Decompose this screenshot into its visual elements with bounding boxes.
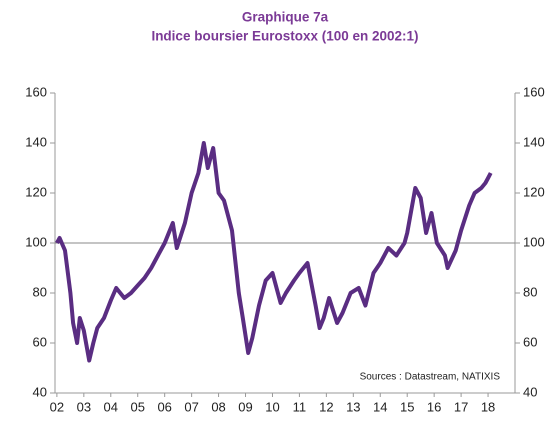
x-tick-label: 06 [157,399,171,414]
x-tick-label: 08 [211,399,225,414]
y2-tick-label: 80 [523,284,537,299]
x-tick-label: 03 [77,399,91,414]
x-tick-label: 09 [238,399,252,414]
line-series [55,141,493,363]
y-tick-label: 120 [25,184,47,199]
y-tick-label: 40 [33,384,47,399]
y-tick-label: 160 [25,84,47,99]
chart-title: Graphique 7a [242,10,329,25]
y2-tick-label: 160 [523,84,545,99]
y-tick-label: 60 [33,334,47,349]
y-tick-label: 100 [25,234,47,249]
x-tick-label: 07 [184,399,198,414]
x-tick-label: 02 [50,399,64,414]
y-tick-label: 80 [33,284,47,299]
x-tick-label: 04 [104,399,118,414]
y-tick-label: 140 [25,134,47,149]
x-tick-label: 14 [373,399,387,414]
chart-subtitle: Indice boursier Eurostoxx (100 en 2002:1… [151,29,418,44]
x-tick-label: 05 [130,399,144,414]
y2-tick-label: 100 [523,234,545,249]
x-tick-label: 18 [481,399,495,414]
y2-tick-label: 140 [523,134,545,149]
y2-tick-label: 120 [523,184,545,199]
y2-tick-label: 40 [523,384,537,399]
x-tick-label: 17 [454,399,468,414]
x-tick-label: 12 [319,399,333,414]
x-tick-label: 10 [265,399,279,414]
x-tick-label: 13 [346,399,360,414]
source-note: Sources : Datastream, NATIXIS [360,372,501,383]
y2-tick-label: 60 [523,334,537,349]
x-tick-label: 15 [400,399,414,414]
x-tick-label: 16 [427,399,441,414]
x-tick-label: 11 [293,399,307,414]
